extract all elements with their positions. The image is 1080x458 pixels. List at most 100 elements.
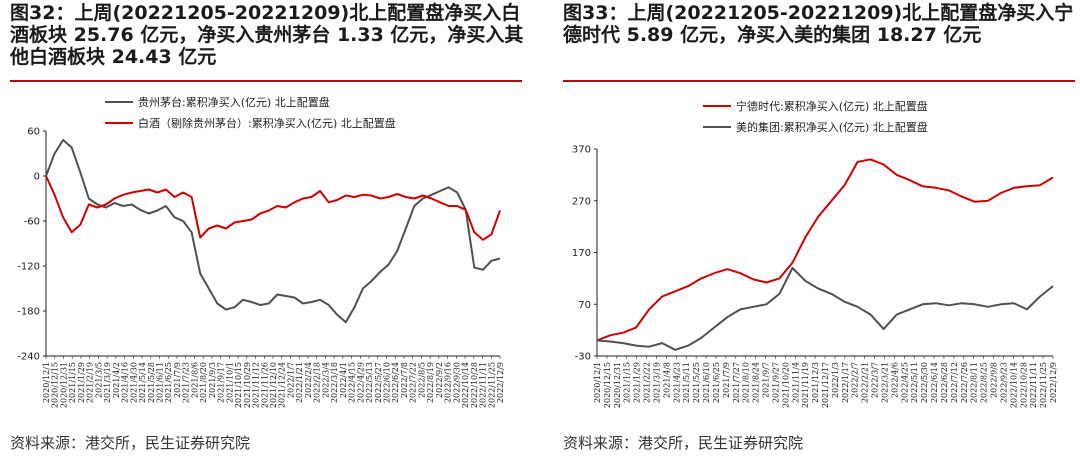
x-tick-label: 2020/12/31 — [613, 362, 622, 408]
x-tick-label: 2022/11/25 — [1039, 362, 1048, 408]
y-tick-label: 0 — [34, 172, 40, 183]
x-tick-label: 2021/1/15 — [623, 362, 632, 403]
title-divider — [563, 80, 1075, 82]
x-tick-label: 2022/8/11 — [970, 362, 979, 403]
x-tick-label: 2021/2/19 — [86, 362, 95, 403]
x-tick-label: 2021/9/27 — [771, 362, 780, 403]
chart-title: 图33：上周(20221205-20221209)北上配置盘净买入宁德时代 5.… — [563, 2, 1074, 46]
y-tick-label: -240 — [17, 352, 40, 363]
x-tick-label: 2022/3/4 — [321, 362, 330, 398]
x-tick-label: 2022/7/12 — [950, 362, 959, 403]
x-tick-label: 2022/8/19 — [426, 362, 435, 403]
x-tick-label: 2022/5/27 — [374, 362, 383, 403]
series-line-1 — [45, 139, 501, 324]
x-tick-label: 2021/10/15 — [234, 362, 243, 408]
x-tick-label: 2022/4/29 — [356, 362, 365, 403]
x-tick-label: 2022/8/25 — [980, 362, 989, 403]
x-tick-label: 2021/10/20 — [781, 362, 790, 408]
x-tick-label: 2022/2/21 — [861, 362, 870, 403]
y-tick-label: -60 — [24, 217, 40, 228]
series-line-2 — [596, 267, 1054, 351]
x-tick-label: 2021/12/24 — [278, 362, 287, 408]
x-tick-label: 2021/10/1 — [225, 362, 234, 403]
y-tick-label: -30 — [575, 352, 591, 363]
x-tick-label: 2021/12/10 — [269, 362, 278, 408]
x-tick-label: 2021/12/17 — [821, 362, 830, 408]
x-tick-label: 2022/5/13 — [365, 362, 374, 403]
x-tick-label: 2021/4/30 — [129, 362, 138, 403]
y-tick-label: 370 — [572, 145, 591, 156]
x-tick-label: 2022/4/1 — [339, 362, 348, 398]
x-tick-label: 2022/10/28 — [1019, 362, 1028, 408]
x-tick-label: 2022/2/7 — [851, 362, 860, 398]
x-tick-label: 2021/12/3 — [811, 362, 820, 403]
x-tick-label: 2021/5/25 — [692, 362, 701, 403]
x-tick-label: 2021/4/16 — [121, 362, 130, 403]
title-divider — [10, 80, 522, 82]
x-tick-label: 2021/7/9 — [173, 362, 182, 398]
x-tick-label: 2020/12/1 — [42, 362, 51, 403]
x-tick-label: 2021/6/25 — [164, 362, 173, 403]
x-tick-label: 2021/5/14 — [138, 362, 147, 403]
x-tick-label: 2021/8/20 — [199, 362, 208, 403]
x-tick-label: 2022/2/18 — [313, 362, 322, 403]
x-tick-label: 2022/1/21 — [295, 362, 304, 403]
x-tick-label: 2021/6/25 — [712, 362, 721, 403]
x-tick-label: 2022/7/22 — [409, 362, 418, 403]
y-tick-label: 270 — [572, 196, 591, 207]
y-tick-label: -180 — [17, 307, 40, 318]
x-tick-label: 2022/11/25 — [487, 362, 496, 408]
x-tick-label: 2022/9/16 — [444, 362, 453, 403]
x-tick-label: 2021/4/8 — [662, 362, 671, 398]
x-tick-label: 2022/11/11 — [1029, 362, 1038, 408]
x-tick-label: 2021/8/24 — [752, 362, 761, 403]
x-tick-label: 2022/3/18 — [330, 362, 339, 403]
x-tick-label: 2022/1/3 — [831, 362, 840, 398]
x-tick-label: 2021/3/19 — [103, 362, 112, 403]
x-tick-label: 2022/11/11 — [479, 362, 488, 408]
legend-label: 宁德时代:累积净买入(亿元) 北上配置盘 — [736, 99, 928, 113]
x-tick-label: 2021/5/28 — [147, 362, 156, 403]
x-tick-label: 2021/1/15 — [68, 362, 77, 403]
x-tick-label: 2022/12/9 — [496, 362, 505, 403]
x-tick-label: 2021/9/7 — [762, 362, 771, 398]
x-tick-label: 2021/7/27 — [732, 362, 741, 403]
x-tick-label: 2021/8/6 — [190, 362, 199, 398]
x-tick-label: 2021/11/19 — [801, 362, 810, 408]
x-tick-label: 2022/1/17 — [841, 362, 850, 403]
legend-label: 白酒（剔除贵州茅台）:累积净买入(亿元) 北上配置盘 — [138, 116, 396, 130]
x-tick-label: 2021/10/29 — [243, 362, 252, 408]
x-tick-label: 2022/2/4 — [304, 362, 313, 398]
x-tick-label: 2021/6/11 — [156, 362, 165, 403]
chart-title: 图32：上周(20221205-20221209)北上配置盘净买入白酒板块 25… — [10, 2, 524, 68]
legend-label: 美的集团:累积净买入(亿元) 北上配置盘 — [736, 120, 928, 134]
x-tick-label: 2022/12/9 — [1049, 362, 1058, 403]
source-note: 资料来源：港交所，民生证券研究院 — [563, 434, 804, 452]
x-tick-label: 2021/11/26 — [260, 362, 269, 408]
x-tick-label: 2022/4/25 — [900, 362, 909, 403]
x-tick-label: 2022/10/14 — [1009, 362, 1018, 408]
x-tick-label: 2021/3/19 — [652, 362, 661, 403]
x-tick-label: 2021/9/3 — [208, 362, 217, 398]
source-note: 资料来源：港交所，民生证券研究院 — [10, 434, 251, 452]
x-tick-label: 2022/6/10 — [383, 362, 392, 403]
x-tick-label: 2022/7/8 — [400, 362, 409, 398]
x-tick-label: 2022/5/11 — [910, 362, 919, 403]
x-tick-label: 2022/6/28 — [940, 362, 949, 403]
x-tick-label: 2021/1/29 — [77, 362, 86, 403]
x-tick-label: 2021/7/9 — [722, 362, 731, 398]
x-tick-label: 2020/12/31 — [59, 362, 68, 408]
x-tick-label: 2021/2/22 — [643, 362, 652, 403]
x-tick-label: 2022/1/7 — [286, 362, 295, 398]
x-tick-label: 2020/12/15 — [603, 362, 612, 408]
x-tick-label: 2022/9/30 — [452, 362, 461, 403]
x-tick-label: 2022/8/5 — [417, 362, 426, 398]
y-tick-label: 70 — [578, 300, 591, 311]
y-tick-label: -120 — [17, 262, 40, 273]
x-tick-label: 2021/4/2 — [112, 362, 121, 398]
x-tick-label: 2022/9/23 — [999, 362, 1008, 403]
left-chart-panel: 图32：上周(20221205-20221209)北上配置盘净买入白酒板块 25… — [0, 0, 530, 458]
series-line-2 — [45, 175, 501, 241]
